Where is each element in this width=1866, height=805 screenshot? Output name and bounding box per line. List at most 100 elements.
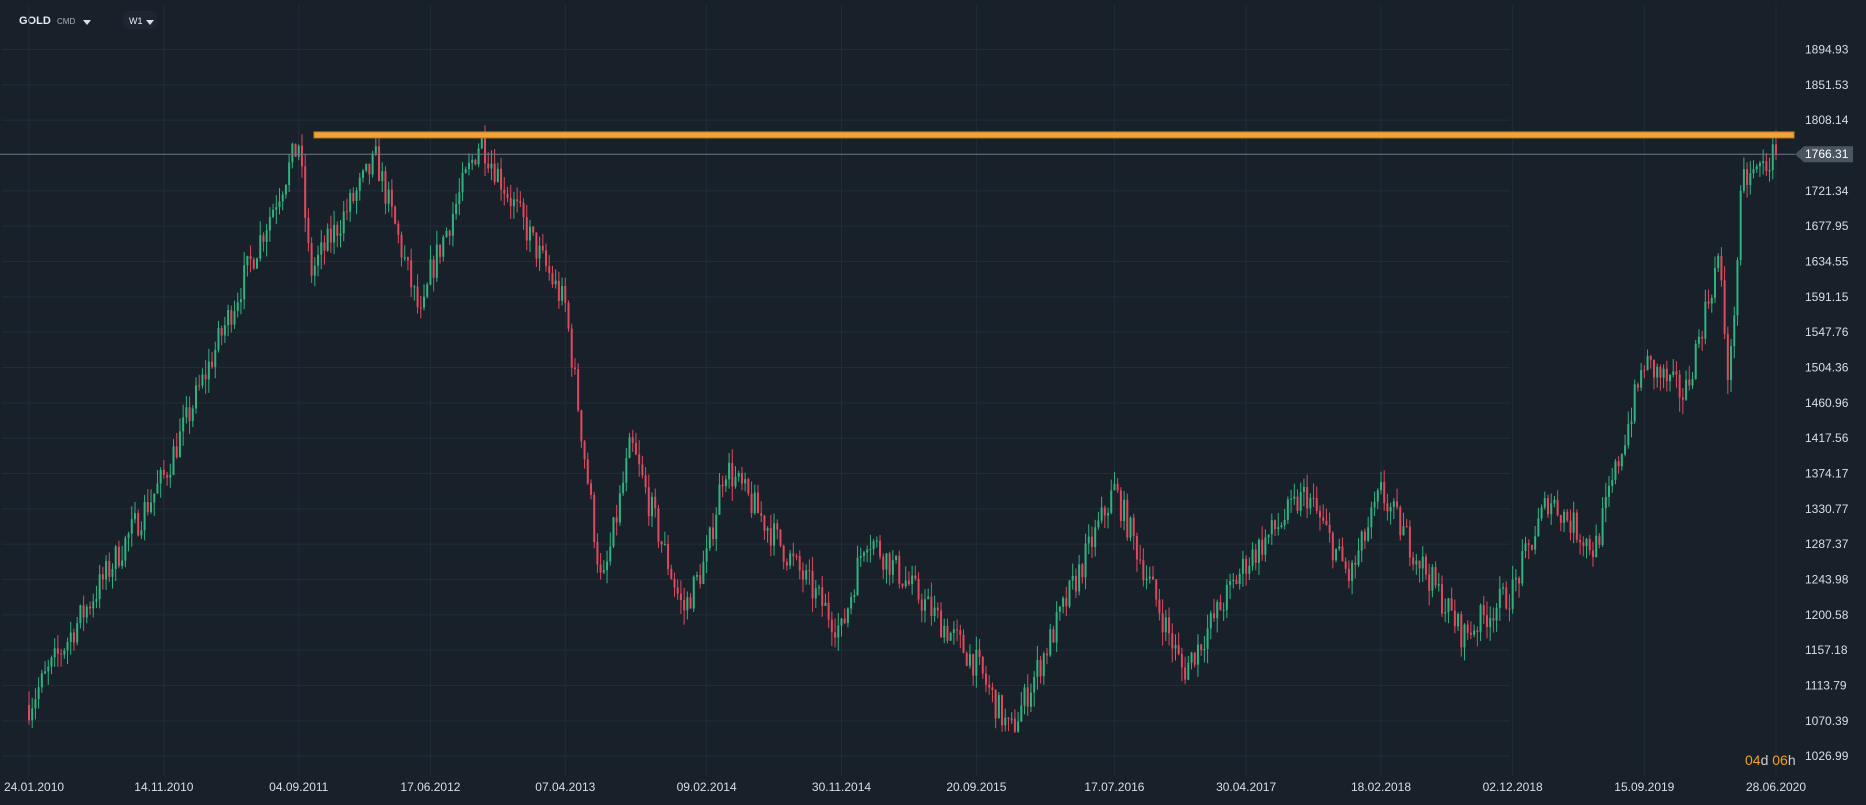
candle-body xyxy=(859,555,862,558)
candle-body xyxy=(178,431,181,458)
candle-body xyxy=(760,513,763,516)
candle-body xyxy=(1608,485,1611,497)
candle-body xyxy=(541,245,544,251)
candle-body xyxy=(1652,359,1655,378)
candle-body xyxy=(557,280,560,301)
candle-body xyxy=(1254,549,1257,563)
candle-body xyxy=(1103,507,1106,516)
price-tick-label: 1287.37 xyxy=(1805,537,1849,551)
candle-body xyxy=(1392,501,1395,507)
candle-body xyxy=(291,143,294,163)
candle-body xyxy=(1649,355,1652,360)
candle-body xyxy=(1457,614,1460,627)
candle-body xyxy=(1704,301,1707,339)
candles xyxy=(28,125,1777,734)
candle-body xyxy=(1749,173,1752,186)
candle-body xyxy=(220,327,223,336)
candle-body xyxy=(657,508,660,542)
candle-body xyxy=(1694,343,1697,380)
candle-body xyxy=(1441,584,1444,614)
candle-body xyxy=(445,230,448,237)
candle-body xyxy=(1758,163,1761,167)
candle-body xyxy=(1222,609,1225,611)
candle-body xyxy=(1351,562,1354,581)
candle-body xyxy=(1209,613,1212,629)
candle-body xyxy=(1595,535,1598,558)
candle-body xyxy=(63,650,66,655)
candle-body xyxy=(490,163,493,169)
candle-body xyxy=(1216,601,1219,619)
candle-body xyxy=(1241,558,1244,574)
symbol-dropdown-caret-icon[interactable] xyxy=(83,20,91,25)
candle-body xyxy=(95,599,98,602)
candle-body xyxy=(519,201,522,203)
candle-body xyxy=(1229,581,1232,585)
candle-body xyxy=(750,493,753,514)
time-tick-label: 20.09.2015 xyxy=(946,780,1006,794)
candle-body xyxy=(1257,539,1260,563)
candle-body xyxy=(1482,605,1485,616)
candle-body xyxy=(628,437,631,458)
candle-body xyxy=(137,513,140,536)
price-tick-label: 1677.95 xyxy=(1805,219,1849,233)
candle-body xyxy=(1739,190,1742,261)
resistance-level-band xyxy=(313,131,1795,139)
candle-body xyxy=(31,708,34,721)
candle-body xyxy=(60,653,63,655)
candle-body xyxy=(169,474,172,478)
candle-body xyxy=(1530,544,1533,550)
candle-body xyxy=(853,595,856,597)
candle-body xyxy=(811,571,814,599)
candle-body xyxy=(660,541,663,545)
candle-body xyxy=(1046,653,1049,656)
candle-body xyxy=(862,552,865,556)
candle-body xyxy=(1347,568,1350,581)
candle-body xyxy=(1386,503,1389,512)
candle-body xyxy=(869,549,872,551)
candle-body xyxy=(496,168,499,183)
candle-body xyxy=(580,410,583,442)
candle-body xyxy=(1219,601,1222,611)
candle-body xyxy=(1713,268,1716,298)
candle-body xyxy=(712,527,715,539)
candle-body xyxy=(1730,346,1733,381)
candle-body xyxy=(843,618,846,623)
countdown-days-unit: d xyxy=(1760,752,1769,768)
candle-body xyxy=(622,482,625,494)
candle-body xyxy=(1312,497,1315,499)
candle-body xyxy=(127,533,130,538)
time-tick-label: 14.11.2010 xyxy=(134,780,193,794)
candle-body xyxy=(1094,527,1097,548)
candle-body xyxy=(1270,520,1273,535)
candle-body xyxy=(798,556,801,571)
candle-body xyxy=(888,553,891,575)
candle-body xyxy=(1424,556,1427,575)
price-tick-label: 1417.56 xyxy=(1805,431,1849,445)
countdown-hours-unit: h xyxy=(1787,752,1796,768)
candle-body xyxy=(1245,558,1248,574)
candle-body xyxy=(763,515,766,531)
candle-body xyxy=(1511,579,1514,609)
time-tick-label: 28.06.2020 xyxy=(1746,780,1806,794)
candle-body xyxy=(1363,531,1366,541)
candle-body xyxy=(818,587,821,589)
candle-body xyxy=(1007,717,1010,719)
candle-body xyxy=(82,605,85,618)
candle-body xyxy=(1421,556,1424,569)
candle-body xyxy=(1559,515,1562,523)
candle-body xyxy=(474,159,477,165)
candle-body xyxy=(689,597,692,609)
candle-body xyxy=(1518,577,1521,584)
candle-body xyxy=(1604,496,1607,509)
symbol-label[interactable]: GOLD xyxy=(19,15,51,27)
candle-body xyxy=(882,556,885,570)
price-tick-label: 1851.53 xyxy=(1805,78,1849,92)
candle-body xyxy=(737,472,740,477)
candle-body xyxy=(484,137,487,164)
candle-body xyxy=(455,203,458,214)
candle-body xyxy=(846,608,849,623)
candle-body xyxy=(1213,613,1216,619)
candle-body xyxy=(500,168,503,190)
timeframe-dropdown-caret-icon[interactable] xyxy=(146,20,154,25)
